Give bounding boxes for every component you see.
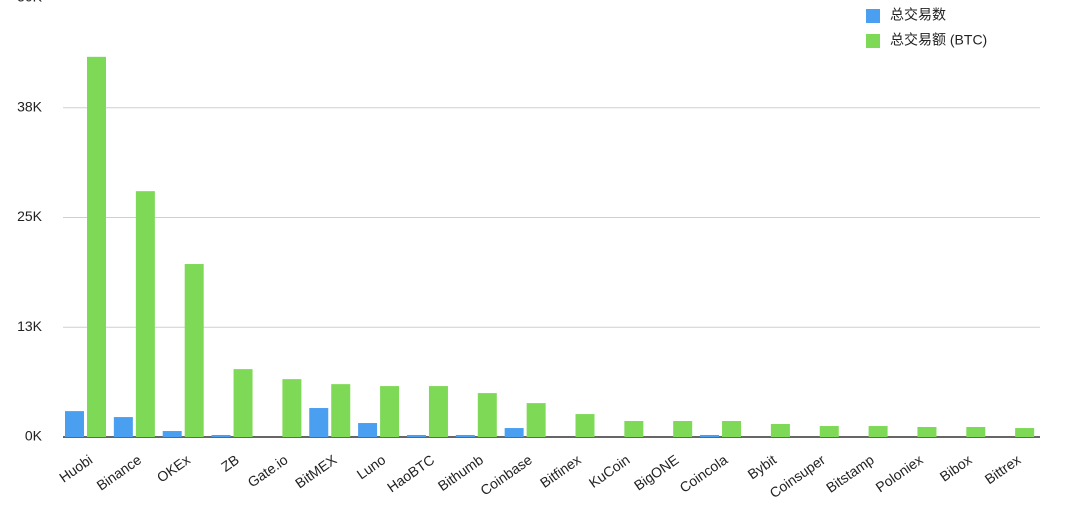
bar: [233, 369, 253, 437]
bar: [868, 426, 888, 437]
bar: [624, 421, 644, 437]
bar: [211, 434, 231, 437]
x-tick-label: Huobi: [56, 451, 95, 485]
legend-swatch: [866, 34, 880, 48]
x-tick-label: OKEx: [154, 451, 193, 485]
y-tick-label: 38K: [17, 98, 43, 114]
bar: [380, 386, 400, 437]
x-tick-label: BitMEX: [292, 451, 340, 491]
x-tick-label: Coinbase: [477, 451, 535, 498]
bar: [358, 423, 378, 437]
x-tick-label: Coinsuper: [767, 451, 829, 501]
x-tick-label: Bitfinex: [537, 451, 584, 490]
bar: [455, 434, 475, 437]
bar: [477, 393, 497, 437]
x-tick-label: Bittrex: [982, 451, 1024, 487]
bar: [526, 403, 546, 437]
x-tick-label: Luno: [354, 451, 389, 482]
bar: [575, 414, 595, 437]
bar: [282, 379, 302, 437]
x-tick-label: ZB: [218, 451, 242, 474]
bar: [1015, 428, 1035, 437]
bar: [162, 431, 182, 437]
y-tick-label: 25K: [17, 208, 43, 224]
x-tick-label: Bibox: [937, 451, 975, 484]
bar: [504, 428, 524, 437]
x-tick-label: Poloniex: [873, 451, 926, 495]
x-tick-label: KuCoin: [586, 451, 633, 490]
legend-label: 总交易数: [890, 7, 946, 23]
bar: [331, 384, 351, 437]
x-tick-label: Bitstamp: [823, 451, 877, 495]
legend-label: 总交易额 (BTC): [890, 32, 987, 48]
bar: [309, 408, 329, 437]
x-tick-label: HaoBTC: [384, 451, 437, 495]
bar: [406, 434, 426, 437]
x-tick-label: Gate.io: [245, 451, 291, 490]
x-tick-label: Bybit: [744, 451, 779, 482]
bar: [966, 426, 986, 437]
bar: [65, 411, 84, 437]
bar: [770, 424, 790, 437]
bar: [135, 191, 155, 437]
x-tick-label: Binance: [93, 451, 144, 493]
y-tick-label: 50K: [17, 0, 43, 5]
bar: [819, 426, 839, 437]
bar: [428, 386, 448, 437]
bar: [700, 434, 720, 437]
x-tick-label: BigONE: [631, 451, 682, 493]
y-tick-label: 0K: [25, 428, 43, 444]
bar: [184, 264, 204, 437]
x-tick-label: Coincola: [677, 451, 731, 495]
bar: [917, 426, 937, 437]
y-tick-label: 13K: [17, 318, 43, 334]
bar: [722, 421, 742, 437]
bar: [673, 421, 693, 437]
bar: [87, 56, 106, 438]
bar: [113, 417, 133, 437]
legend-swatch: [866, 9, 880, 23]
